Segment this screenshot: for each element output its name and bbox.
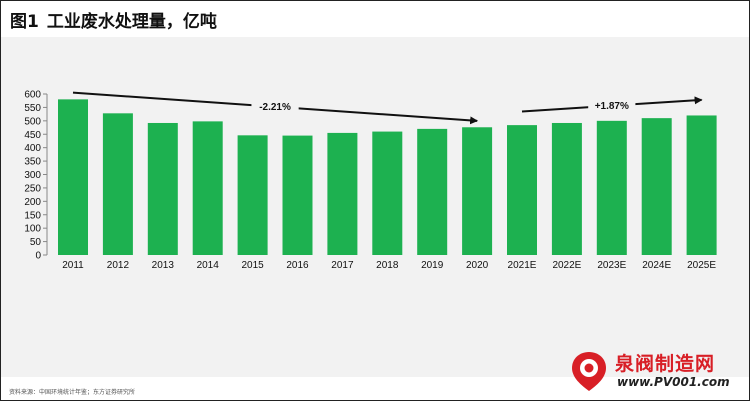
x-tick-label: 2019 bbox=[421, 260, 444, 271]
x-tick-label: 2011 bbox=[62, 260, 84, 271]
bar-2015 bbox=[237, 135, 268, 255]
bar-2021E bbox=[507, 125, 537, 255]
watermark: 泉阀制造网 www.PV001.com bbox=[567, 345, 747, 397]
bar-2013 bbox=[147, 122, 178, 255]
figure-number: 图1 bbox=[10, 12, 39, 32]
x-tick-label: 2025E bbox=[687, 260, 716, 271]
x-tick-label: 2023E bbox=[597, 260, 626, 271]
trend-label-bg bbox=[251, 98, 299, 114]
trend-label-1: -2.21% bbox=[259, 102, 291, 113]
bar-2020 bbox=[462, 127, 493, 255]
y-tick-label: 300 bbox=[24, 170, 41, 181]
bar-2016 bbox=[282, 135, 313, 255]
bar-2018 bbox=[372, 131, 403, 255]
y-tick-label: 0 bbox=[35, 251, 41, 262]
trend-label-2: +1.87% bbox=[595, 101, 629, 112]
figure-title-text: 工业废水处理量，亿吨 bbox=[46, 12, 217, 32]
y-tick-label: 50 bbox=[30, 237, 42, 248]
x-tick-label: 2018 bbox=[376, 260, 399, 271]
figure-title: 图1 工业废水处理量，亿吨 bbox=[10, 7, 225, 32]
y-tick-label: 350 bbox=[24, 157, 41, 168]
x-tick-label: 2020 bbox=[466, 260, 489, 271]
bar-2023E bbox=[596, 120, 627, 255]
bar-chart: 0 50 100 150 200 250 300 350 400 450 500 550 600 201… bbox=[24, 90, 717, 271]
bar-2011 bbox=[58, 99, 88, 255]
x-tick-label: 2022E bbox=[552, 260, 581, 271]
y-tick-label: 550 bbox=[24, 103, 41, 114]
source-note: 资料来源：中国环境统计年鉴；东方证券研究所 bbox=[9, 389, 136, 396]
y-tick-label: 450 bbox=[24, 130, 41, 141]
bar-2022E bbox=[551, 122, 582, 255]
y-tick-label: 150 bbox=[24, 210, 41, 221]
watermark-url: www.PV001.com bbox=[617, 375, 730, 389]
y-tick-label: 250 bbox=[24, 183, 41, 194]
y-tick-label: 200 bbox=[24, 197, 41, 208]
x-tick-label: 2012 bbox=[107, 260, 130, 271]
watermark-logo-icon bbox=[572, 352, 606, 391]
watermark-name: 泉阀制造网 bbox=[615, 353, 716, 375]
y-tick-label: 600 bbox=[24, 90, 41, 101]
bar-2024E bbox=[641, 118, 672, 256]
bar-2019 bbox=[417, 128, 448, 255]
bar-2017 bbox=[327, 132, 358, 255]
bar-2012 bbox=[102, 113, 133, 255]
x-tick-label: 2016 bbox=[286, 260, 309, 271]
trend-label-bg bbox=[588, 97, 636, 113]
bar-2014 bbox=[192, 121, 223, 256]
x-tick-label: 2014 bbox=[197, 260, 220, 271]
x-tick-label: 2024E bbox=[642, 260, 671, 271]
y-tick-label: 100 bbox=[24, 224, 41, 235]
y-tick-label: 400 bbox=[24, 143, 41, 154]
x-tick-label: 2017 bbox=[331, 260, 354, 271]
x-tick-label: 2021E bbox=[508, 260, 537, 271]
x-tick-label: 2015 bbox=[241, 260, 264, 271]
chart-panel: 0 50 100 150 200 250 300 350 400 450 500 550 600 201… bbox=[1, 37, 749, 377]
y-tick-label: 500 bbox=[24, 116, 41, 127]
bar-2025E bbox=[686, 115, 717, 255]
x-tick-label: 2013 bbox=[152, 260, 175, 271]
